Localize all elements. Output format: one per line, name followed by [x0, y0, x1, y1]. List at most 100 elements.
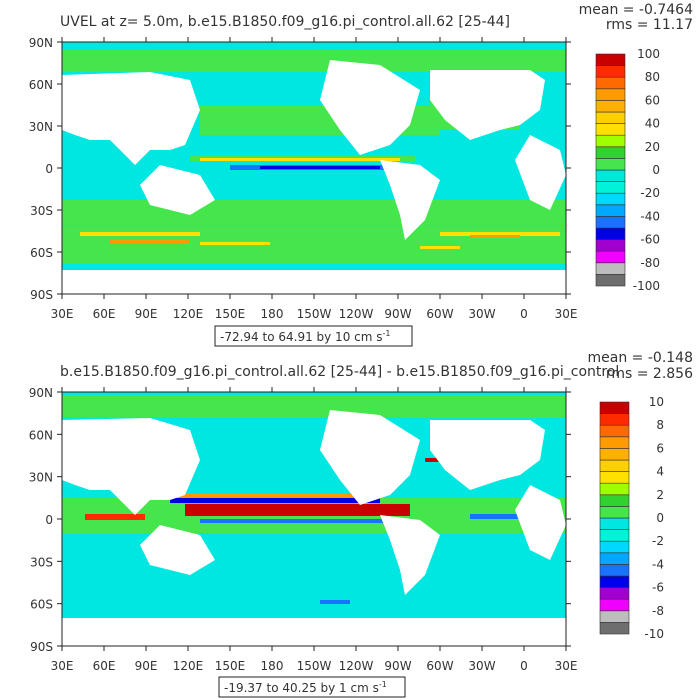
colorbar-label: -80: [640, 256, 660, 270]
colorbar-label: 0: [652, 163, 660, 177]
x-tick-label: 150E: [215, 307, 246, 321]
colorbar-label: 10: [649, 395, 664, 409]
acc-yellow-1: [80, 232, 200, 236]
x-tick-label: 120W: [339, 307, 374, 321]
x-tick-label: 60E: [93, 307, 116, 321]
x-tick-label: 30E: [51, 659, 74, 673]
colorbar-swatch: [595, 100, 626, 113]
colorbar-swatch: [599, 424, 630, 438]
acc-yellow-3: [420, 246, 460, 249]
colorbar-swatch: [595, 274, 626, 287]
x-tick-label: 30E: [51, 307, 74, 321]
colorbar-swatch: [599, 587, 630, 600]
colorbar-swatch: [599, 482, 630, 496]
colorbar-label: 20: [645, 140, 660, 154]
colorbar-swatch: [599, 598, 630, 612]
southern-green-band: [62, 200, 566, 225]
x-tick-label: 90W: [384, 307, 411, 321]
colorbar-swatch: [599, 459, 630, 472]
continents: [62, 410, 566, 595]
colorbar-label: 6: [656, 441, 664, 455]
y-tick-label: 60S: [30, 598, 53, 612]
y-tick-label: 0: [45, 162, 53, 176]
x-tick-label: 30W: [468, 659, 495, 673]
panel-2-rms: rms = 2.856: [606, 366, 693, 382]
x-tick-label: 90E: [135, 659, 158, 673]
panel-2-x-ticks: 30E 60E 90E 120E 150E 180 150W 120W 90W 60W 30W 0 30…: [51, 387, 577, 673]
colorbar-label: -100: [633, 279, 660, 293]
panel-2-y-ticks: 90N 60N 30N 0 30S 60S 90S: [29, 386, 571, 654]
arctic-green: [62, 395, 566, 417]
colorbar-swatch: [599, 622, 630, 635]
colorbar-swatch: [595, 123, 626, 136]
colorbar-label: -8: [652, 604, 664, 618]
jet-south-blue: [200, 519, 410, 523]
colorbar-swatch: [595, 65, 626, 78]
x-tick-label: 150W: [297, 659, 332, 673]
colorbar-swatch: [599, 575, 630, 588]
antarctica: [62, 618, 566, 646]
colorbar-swatch: [595, 146, 626, 159]
y-tick-label: 60S: [30, 246, 53, 260]
atlantic-jet: [470, 514, 530, 519]
acc-band: [62, 226, 566, 264]
antarctica: [62, 270, 566, 294]
panel-2-map: [62, 392, 566, 646]
panel-2-range-label: -19.37 to 40.25 by 1 cm s-1: [224, 680, 387, 695]
colorbar-swatch: [595, 169, 626, 182]
panel-1-rms: rms = 11.17: [606, 17, 693, 33]
x-tick-label: 90W: [384, 659, 411, 673]
acc-orange-1: [110, 240, 190, 243]
colorbar-label: 0: [656, 511, 664, 525]
x-tick-label: 30E: [555, 307, 578, 321]
y-tick-label: 60N: [29, 428, 53, 442]
panel-2-range-box: -19.37 to 40.25 by 1 cm s-1: [218, 676, 406, 698]
indian-ocean-jet: [85, 514, 145, 520]
colorbar-swatch: [595, 53, 626, 66]
colorbar-swatch: [599, 494, 630, 507]
sec-core: [260, 166, 380, 169]
y-tick-label: 90N: [29, 36, 53, 50]
x-tick-label: 180: [261, 307, 284, 321]
panel-2-colorbar: 10 8 6 4 2 0 -2 -4 -6 -8 -10: [599, 395, 664, 641]
equatorial-jet-red: [185, 504, 410, 516]
colorbar-swatch: [599, 552, 630, 565]
x-tick-label: 180: [261, 659, 284, 673]
colorbar-swatch: [599, 471, 630, 484]
panel-1-range-label: -72.94 to 64.91 by 10 cm s-1: [220, 329, 390, 344]
y-tick-label: 30S: [30, 204, 53, 218]
colorbar-swatch: [599, 610, 630, 623]
colorbar-swatch: [595, 216, 626, 229]
colorbar-swatch: [599, 564, 630, 577]
jet-north-blue: [170, 498, 380, 503]
continents: [62, 60, 566, 240]
y-tick-label: 90N: [29, 386, 53, 400]
colorbar-swatch: [595, 134, 626, 148]
colorbar-label: -4: [652, 557, 664, 571]
colorbar-swatch: [595, 88, 626, 101]
colorbar-swatch: [595, 158, 626, 171]
colorbar-label: 2: [656, 488, 664, 502]
y-tick-label: 60N: [29, 78, 53, 92]
colorbar-swatch: [595, 192, 626, 206]
colorbar-label: 80: [645, 70, 660, 84]
colorbar-label: 60: [645, 93, 660, 107]
colorbar-swatch: [595, 227, 626, 240]
colorbar-label: -60: [640, 233, 660, 247]
panel-1-map: [62, 42, 566, 294]
colorbar-swatch: [595, 76, 626, 90]
colorbar-swatch: [599, 448, 630, 461]
x-tick-label: 0: [520, 307, 528, 321]
colorbar-label: -40: [640, 209, 660, 223]
colorbar-swatch: [599, 517, 630, 530]
colorbar-label: -20: [640, 186, 660, 200]
x-tick-label: 150E: [215, 659, 246, 673]
acc-yellow-4: [440, 232, 560, 236]
x-tick-label: 120E: [173, 659, 204, 673]
x-tick-label: 150W: [297, 307, 332, 321]
panel-1-mean: mean = -0.7464: [579, 2, 693, 18]
acc-orange-2: [470, 235, 520, 238]
panel-1-y-ticks: 90N 60N 30N 0 30S 60S 90S: [29, 36, 571, 302]
panel-2-title: b.e15.B1850.f09_g16.pi_control.all.62 [2…: [60, 364, 619, 380]
